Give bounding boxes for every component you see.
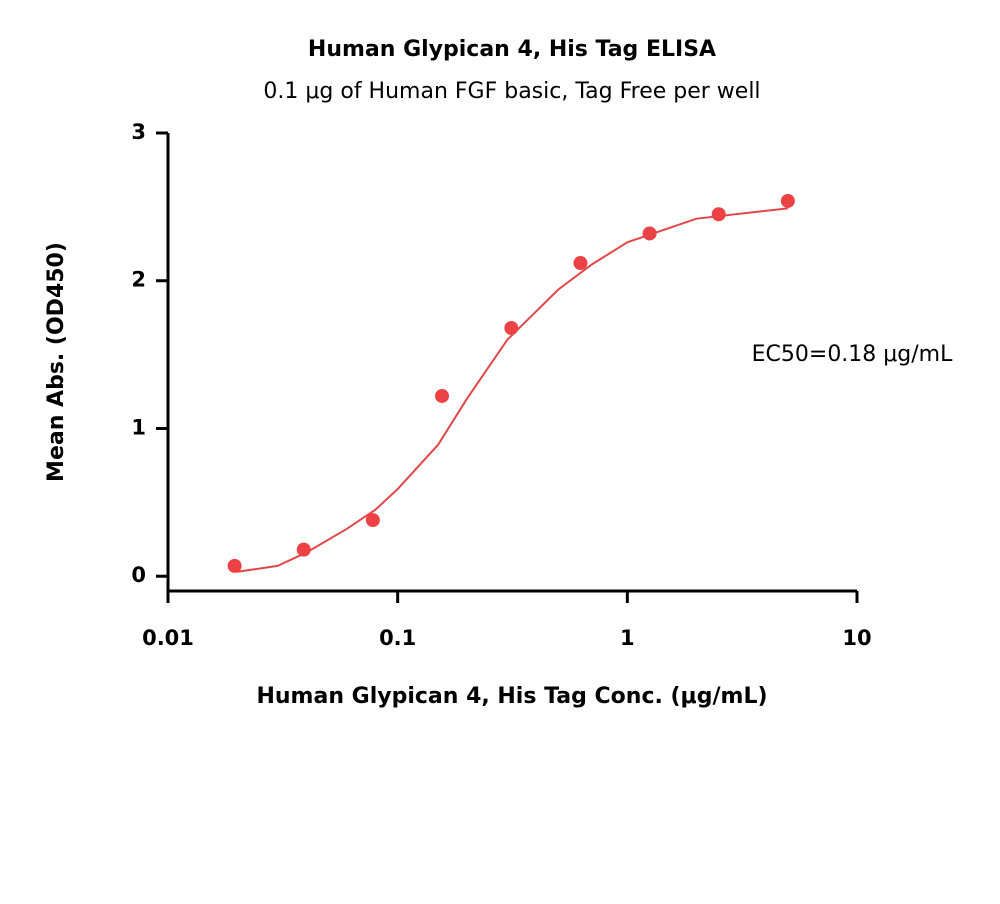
x-tick-label: 0.1 (379, 626, 416, 650)
y-tick-label: 1 (131, 415, 146, 439)
chart-subtitle: 0.1 μg of Human FGF basic, Tag Free per … (263, 79, 760, 104)
data-point (642, 226, 657, 241)
y-tick-label: 3 (131, 120, 146, 144)
data-point (227, 558, 242, 573)
data-point (780, 193, 795, 208)
data-point (365, 513, 380, 528)
data-point (573, 256, 588, 271)
annotation: EC50=0.18 μg/mL (752, 342, 953, 367)
data-point (504, 321, 519, 336)
data-point (296, 542, 311, 557)
y-tick-label: 2 (131, 268, 146, 292)
data-point (711, 207, 726, 222)
x-tick-label: 0.01 (142, 626, 194, 650)
y-tick-label: 0 (131, 563, 146, 587)
data-point (435, 388, 450, 403)
fit-curve (236, 207, 788, 573)
chart-title: Human Glypican 4, His Tag ELISA (308, 37, 716, 62)
x-axis-label: Human Glypican 4, His Tag Conc. (μg/mL) (256, 684, 767, 709)
x-tick-label: 1 (620, 626, 635, 650)
x-tick-label: 10 (842, 626, 871, 650)
y-axis-label: Mean Abs. (OD450) (44, 242, 69, 482)
